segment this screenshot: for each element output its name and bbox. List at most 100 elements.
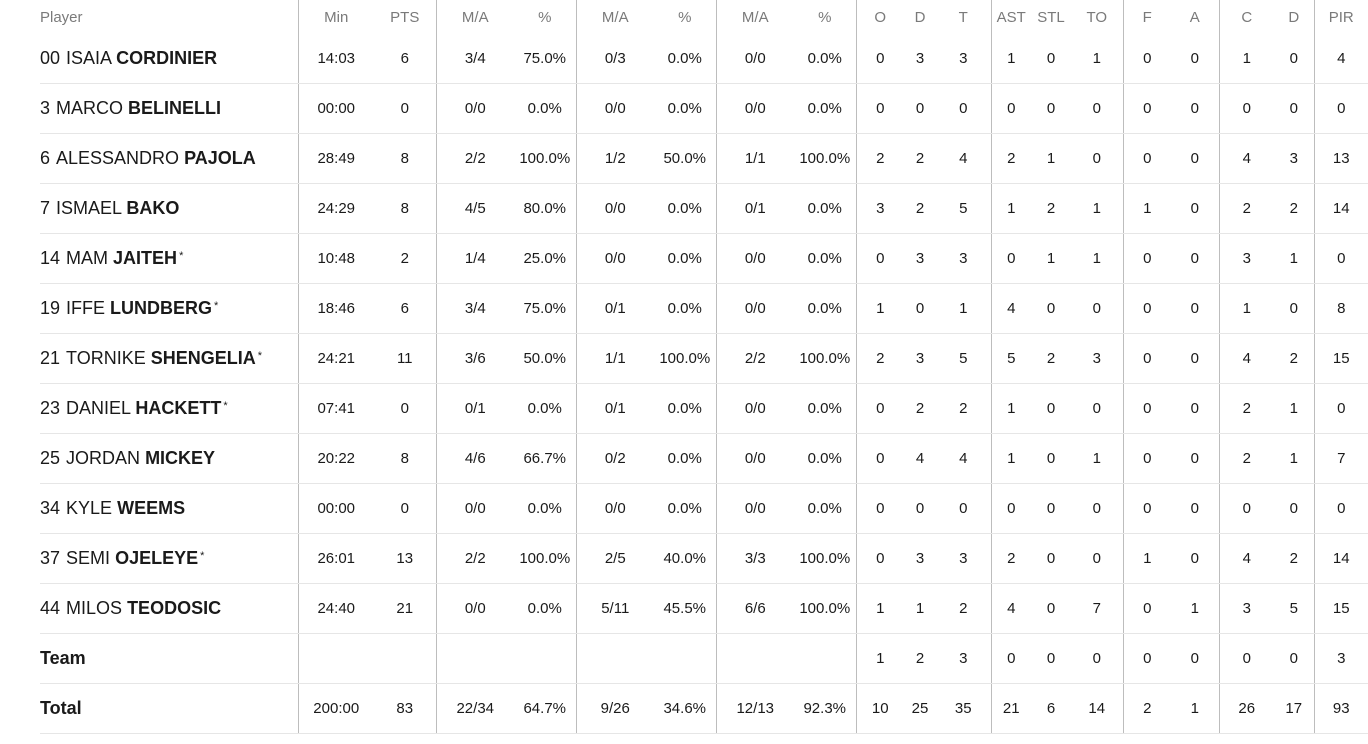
table-row[interactable]: 00 ISAIA CORDINIER 14:03 6 3/4 75.0% 0/3 0.0% 0/… (40, 34, 1368, 84)
stat-ast: 1 (990, 383, 1031, 434)
column-header-pts[interactable]: PTS (390, 8, 420, 26)
player-name-cell[interactable]: 3 MARCO BELINELLI (40, 83, 298, 134)
stat-a: 0 (1171, 633, 1219, 684)
stat-min: 24:40 (297, 583, 374, 634)
stat-a: 0 (1171, 183, 1219, 234)
column-header-ft[interactable]: M/A (715, 0, 794, 34)
table-row[interactable]: 44 MILOS TEODOSIC 24:40 21 0/0 0.0% 5/11 45.5% 6… (40, 583, 1368, 634)
stat-a: 0 (1171, 433, 1219, 484)
player-name-cell[interactable]: 25 JORDAN MICKEY (40, 433, 298, 484)
table-row[interactable]: 7 ISMAEL BAKO 24:29 8 4/5 80.0% 0/0 0.0% 0/1 0.0%… (40, 183, 1368, 234)
stat-d: 25 (904, 683, 936, 734)
column-header-f[interactable]: F (1122, 0, 1171, 34)
stat-d: 4 (904, 433, 936, 484)
stat-fg3: 2/5 (575, 533, 654, 584)
stat-stl: 0 (1031, 34, 1071, 84)
table-row[interactable]: 34 KYLE WEEMS 00:00 0 0/0 0.0% 0/0 0.0% 0/0 0.0% 0… (40, 483, 1368, 534)
stat-fg3p: 100.0% (654, 333, 716, 384)
player-first-name: MARCO (56, 98, 124, 118)
player-last-name: JAITEH (113, 248, 178, 268)
stat-ftp: 0.0% (794, 83, 856, 134)
player-name-cell[interactable]: 34 KYLE WEEMS (40, 483, 298, 534)
player-number: 21 (40, 348, 61, 368)
player-name-cell[interactable]: 19 IFFE LUNDBERG * (40, 283, 298, 334)
stat-pts: 8 (374, 133, 436, 184)
stat-ft: 3/3 (715, 533, 794, 584)
table-row[interactable]: 21 TORNIKE SHENGELIA * 24:21 11 3/6 50.0% 1/1 10… (40, 333, 1368, 384)
column-header-t[interactable]: T (958, 8, 968, 26)
player-name-cell[interactable]: 14 MAM JAITEH * (40, 233, 298, 284)
stat-fg2p: 0.0% (514, 383, 576, 434)
stat-f: 0 (1122, 34, 1171, 84)
column-header-d[interactable]: D (914, 8, 926, 26)
stat-stl: 0 (1031, 633, 1071, 684)
stat-pts: 21 (374, 583, 436, 634)
column-header-min[interactable]: Min (297, 0, 374, 34)
stat-pts: 2 (374, 233, 436, 284)
player-name-cell[interactable]: 00 ISAIA CORDINIER (40, 34, 298, 84)
column-header-to[interactable]: TO (1086, 8, 1108, 26)
box-score-table: Player Min PTS M/A% M/A% M/A% O D T AST STL TO F A C D P… (40, 0, 1368, 734)
player-name-cell[interactable]: 23 DANIEL HACKETT * (40, 383, 298, 434)
stat-fg3p: 0.0% (654, 433, 716, 484)
stat-fg2: 3/4 (435, 283, 514, 334)
column-header-fg2[interactable]: M/A (435, 0, 514, 34)
stat-fg2: 0/1 (435, 383, 514, 434)
column-header-player[interactable]: Player (40, 8, 83, 26)
stat-f: 0 (1122, 333, 1171, 384)
stat-f: 0 (1122, 583, 1171, 634)
stat-fg2p: 0.0% (514, 483, 576, 534)
stat-ast: 1 (990, 34, 1031, 84)
stat-c: 0 (1218, 83, 1274, 134)
stat-t: 0 (936, 83, 991, 134)
stat-dr: 0 (1274, 83, 1314, 134)
column-header-pir[interactable]: PIR (1313, 0, 1368, 34)
player-name-cell[interactable]: 44 MILOS TEODOSIC (40, 583, 298, 634)
stat-c: 2 (1218, 383, 1274, 434)
column-header-dr[interactable]: D (1288, 8, 1300, 26)
stat-d: 3 (904, 333, 936, 384)
column-header-fg3p[interactable]: % (678, 8, 692, 26)
stat-min: 10:48 (297, 233, 374, 284)
player-name-cell[interactable]: 21 TORNIKE SHENGELIA * (40, 333, 298, 384)
stat-d: 1 (904, 583, 936, 634)
stat-pir: 3 (1313, 633, 1368, 684)
player-name-cell[interactable]: 37 SEMI OJELEYE * (40, 533, 298, 584)
stat-dr: 5 (1274, 583, 1314, 634)
player-name-cell[interactable]: 6 ALESSANDRO PAJOLA (40, 133, 298, 184)
stat-pir: 15 (1313, 583, 1368, 634)
column-header-fg3[interactable]: M/A (575, 0, 654, 34)
stat-fg3: 0/3 (575, 34, 654, 84)
stat-c: 0 (1218, 633, 1274, 684)
stat-dr: 3 (1274, 133, 1314, 184)
table-row[interactable]: 23 DANIEL HACKETT * 07:41 0 0/1 0.0% 0/1 0.0% 0/0… (40, 383, 1368, 434)
stat-ftp: 0.0% (794, 233, 856, 284)
header-row: Player Min PTS M/A% M/A% M/A% O D T AST STL TO F A C D P… (40, 0, 1368, 34)
stat-stl: 0 (1031, 433, 1071, 484)
table-row[interactable]: 6 ALESSANDRO PAJOLA 28:49 8 2/2 100.0% 1/2 50.0… (40, 133, 1368, 184)
stat-ftp: 0.0% (794, 34, 856, 84)
stat-fg3: 0/0 (575, 183, 654, 234)
stat-o: 2 (855, 133, 904, 184)
column-header-a[interactable]: A (1189, 8, 1200, 26)
table-row[interactable]: 3 MARCO BELINELLI 00:00 0 0/0 0.0% 0/0 0.0% 0/0 0… (40, 83, 1368, 134)
stat-ft: 0/1 (715, 183, 794, 234)
stat-ft: 0/0 (715, 483, 794, 534)
stat-stl: 6 (1031, 683, 1071, 734)
column-header-fg2p[interactable]: % (538, 8, 552, 26)
stat-ftp: 100.0% (794, 583, 856, 634)
table-row[interactable]: 37 SEMI OJELEYE * 26:01 13 2/2 100.0% 2/5 40.0% 3… (40, 533, 1368, 584)
column-header-ftp[interactable]: % (818, 8, 832, 26)
player-number: 6 (40, 148, 51, 168)
player-number: 37 (40, 548, 61, 568)
table-row[interactable]: 25 JORDAN MICKEY 20:22 8 4/6 66.7% 0/2 0.0% 0/0 0… (40, 433, 1368, 484)
table-row[interactable]: 19 IFFE LUNDBERG * 18:46 6 3/4 75.0% 0/1 0.0% 0/0… (40, 283, 1368, 334)
stat-to: 0 (1071, 133, 1123, 184)
column-header-ast[interactable]: AST (990, 0, 1031, 34)
column-header-stl[interactable]: STL (1037, 8, 1065, 26)
column-header-c[interactable]: C (1218, 0, 1274, 34)
stat-t: 1 (936, 283, 991, 334)
column-header-o[interactable]: O (855, 0, 904, 34)
table-row[interactable]: 14 MAM JAITEH * 10:48 2 1/4 25.0% 0/0 0.0% 0/0 0.0… (40, 233, 1368, 284)
player-name-cell[interactable]: 7 ISMAEL BAKO (40, 183, 298, 234)
